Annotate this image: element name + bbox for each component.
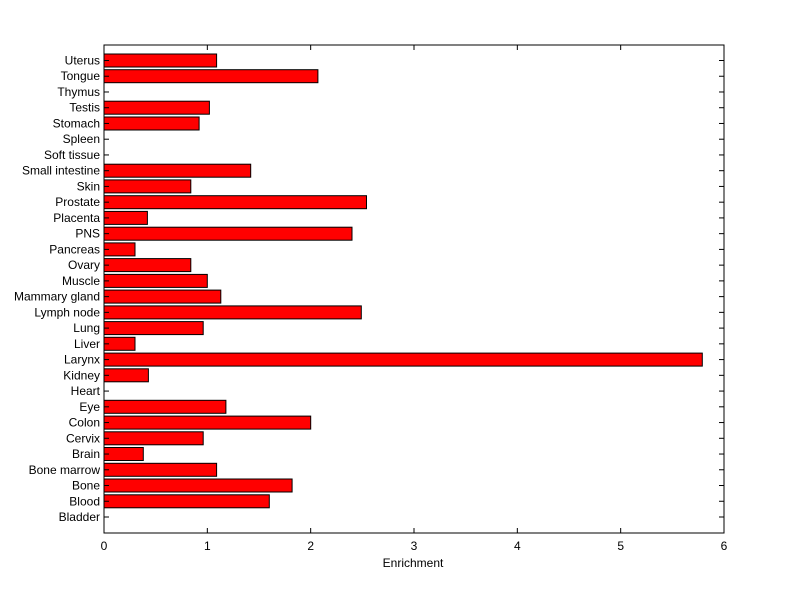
y-tick-label-placenta: Placenta bbox=[53, 211, 100, 225]
bar-lung bbox=[103, 321, 204, 336]
x-tick-label: 3 bbox=[411, 539, 418, 553]
y-tick-label-lymph-node: Lymph node bbox=[34, 305, 100, 319]
bar-cervix bbox=[103, 431, 204, 446]
y-tick-label-bladder: Bladder bbox=[59, 510, 100, 524]
bar-bone-marrow bbox=[103, 462, 218, 477]
y-tick-label-pns: PNS bbox=[75, 227, 100, 241]
y-tick-label-kidney: Kidney bbox=[63, 368, 100, 382]
bar-placenta bbox=[103, 210, 148, 225]
x-axis-label: Enrichment bbox=[383, 556, 444, 570]
x-tick-label: 2 bbox=[307, 539, 314, 553]
bar-uterus bbox=[103, 53, 218, 68]
y-tick-label-brain: Brain bbox=[72, 447, 100, 461]
y-tick-label-muscle: Muscle bbox=[62, 274, 100, 288]
y-tick-label-lung: Lung bbox=[73, 321, 100, 335]
bar-larynx bbox=[103, 352, 703, 367]
bar-ovary bbox=[103, 258, 192, 273]
y-tick-label-eye: Eye bbox=[79, 400, 100, 414]
y-tick-label-larynx: Larynx bbox=[64, 353, 100, 367]
bar-kidney bbox=[103, 368, 149, 383]
y-tick-label-heart: Heart bbox=[71, 384, 101, 398]
plot-frame bbox=[103, 44, 725, 534]
bar-testis bbox=[103, 100, 210, 115]
x-ticks-group: 0 1 2 3 4 5 6 bbox=[101, 45, 728, 553]
y-tick-label-testis: Testis bbox=[69, 101, 100, 115]
bar-stomach bbox=[103, 116, 200, 131]
y-tick-label-blood: Blood bbox=[69, 494, 100, 508]
bar-pns bbox=[103, 226, 353, 241]
bar-colon bbox=[103, 415, 312, 430]
bar-brain bbox=[103, 447, 144, 461]
x-tick-label: 5 bbox=[617, 539, 624, 553]
y-tick-label-small-intestine: Small intestine bbox=[22, 164, 100, 178]
bar-muscle bbox=[103, 273, 208, 288]
y-tick-label-bone-marrow: Bone marrow bbox=[29, 463, 101, 477]
y-tick-label-skin: Skin bbox=[77, 179, 100, 193]
plot-background bbox=[104, 45, 724, 533]
x-tick-label: 6 bbox=[721, 539, 728, 553]
bar-skin bbox=[103, 179, 192, 194]
y-tick-label-tongue: Tongue bbox=[61, 69, 101, 83]
y-tick-label-ovary: Ovary bbox=[68, 258, 100, 272]
y-tick-label-prostate: Prostate bbox=[55, 195, 100, 209]
y-tick-label-spleen: Spleen bbox=[63, 132, 100, 146]
x-tick-label: 4 bbox=[514, 539, 521, 553]
bar-lymph-node bbox=[103, 305, 362, 320]
bar-small-intestine bbox=[103, 163, 252, 178]
y-tick-label-mammary-gland: Mammary gland bbox=[14, 290, 100, 304]
bar-prostate bbox=[103, 195, 367, 210]
bar-bone bbox=[103, 478, 293, 493]
bar-eye bbox=[103, 399, 227, 414]
bar-mammary-gland bbox=[103, 289, 222, 304]
y-tick-label-pancreas: Pancreas bbox=[49, 242, 100, 256]
x-tick-label: 0 bbox=[101, 539, 108, 553]
y-tick-label-cervix: Cervix bbox=[66, 431, 100, 445]
y-tick-label-bone: Bone bbox=[72, 479, 100, 493]
y-tick-label-thymus: Thymus bbox=[57, 85, 100, 99]
y-tick-label-uterus: Uterus bbox=[65, 54, 100, 68]
x-tick-label: 1 bbox=[204, 539, 211, 553]
y-tick-label-stomach: Stomach bbox=[53, 116, 100, 130]
y-tick-label-soft-tissue: Soft tissue bbox=[44, 148, 100, 162]
y-tick-label-liver: Liver bbox=[74, 337, 100, 351]
bar-blood bbox=[103, 494, 270, 509]
y-tick-label-colon: Colon bbox=[69, 416, 100, 430]
bar-tongue bbox=[103, 69, 319, 84]
